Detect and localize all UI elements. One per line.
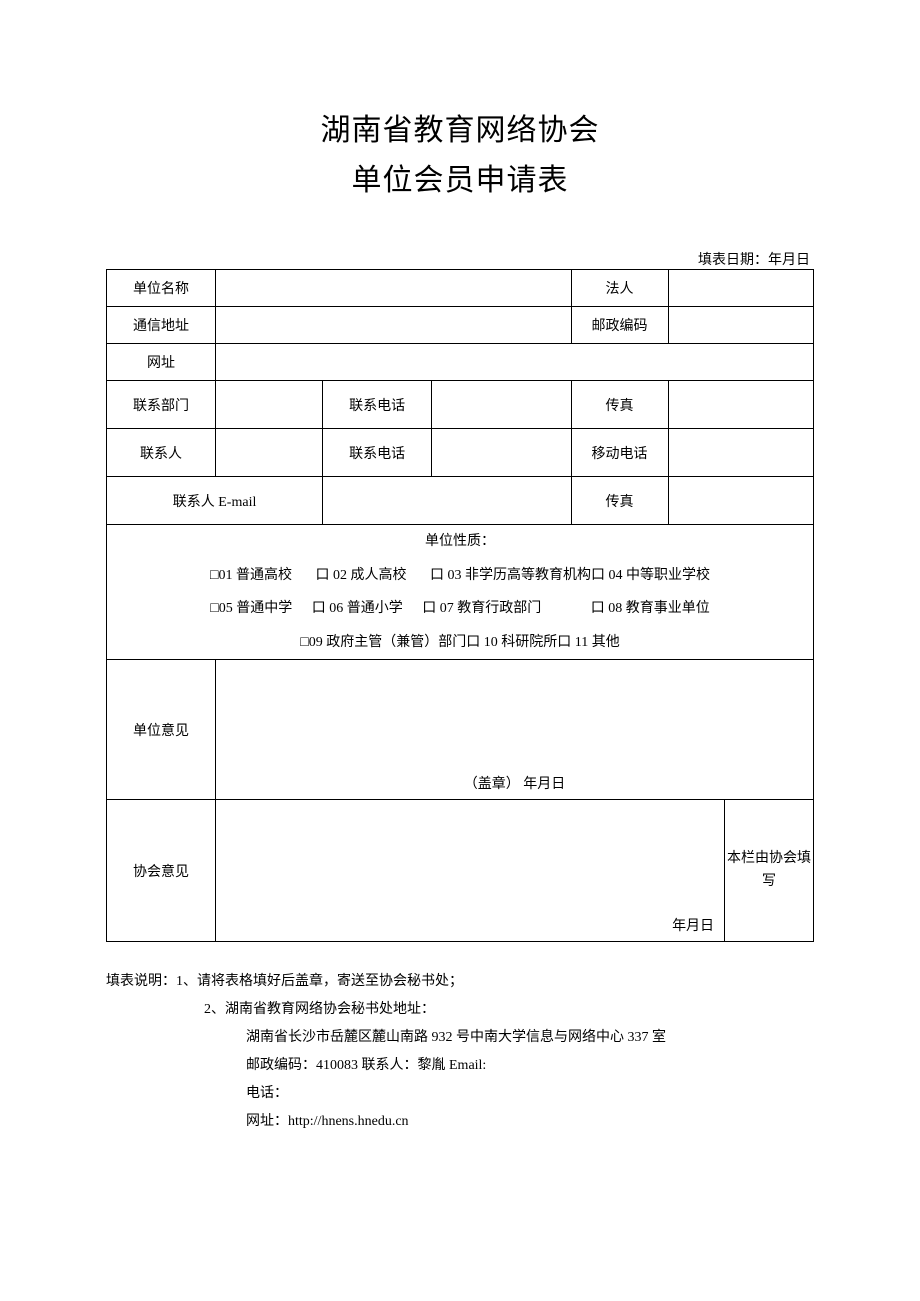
nature-row2: □05 普通中学 口 06 普通小学 口 07 教育行政部门 口 08 教育事业…: [107, 592, 813, 626]
notes-block: 填表说明：1、请将表格填好后盖章，寄送至协会秘书处； 2、湖南省教育网络协会秘书…: [106, 968, 814, 1136]
nature-opt-03-04: 口 03 非学历高等教育机构口 04 中等职业学校: [430, 568, 710, 583]
label-contact-email: 联系人 E-mail: [107, 477, 323, 525]
label-unit-name: 单位名称: [107, 270, 216, 307]
title-line-2: 单位会员申请表: [106, 155, 814, 199]
field-dept-phone: [432, 381, 571, 429]
notes-line-6: 网址：http://hnens.hnedu.cn: [106, 1108, 814, 1136]
unit-opinion-stamp-date: （盖章） 年月日: [216, 773, 813, 793]
nature-row3: □09 政府主管（兼管）部门口 10 科研院所口 11 其他: [107, 626, 813, 660]
field-address: [216, 307, 572, 344]
field-contact-dept: [216, 381, 323, 429]
label-postcode: 邮政编码: [571, 307, 668, 344]
nature-opt-08: 口 08 教育事业单位: [591, 601, 710, 616]
notes-line-3: 湖南省长沙市岳麓区麓山南路 932 号中南大学信息与网络中心 337 室: [106, 1024, 814, 1052]
label-contact-dept: 联系部门: [107, 381, 216, 429]
field-website: [216, 344, 814, 381]
label-assoc-opinion: 协会意见: [107, 800, 216, 942]
label-person-phone: 联系电话: [323, 429, 432, 477]
label-website: 网址: [107, 344, 216, 381]
nature-row1: □01 普通高校 口 02 成人高校 口 03 非学历高等教育机构口 04 中等…: [107, 559, 813, 593]
notes-line-1: 填表说明：1、请将表格填好后盖章，寄送至协会秘书处；: [106, 968, 814, 996]
notes-line-4: 邮政编码：410083 联系人：黎胤 Email:: [106, 1052, 814, 1080]
label-contact-person: 联系人: [107, 429, 216, 477]
field-dept-fax: [668, 381, 813, 429]
nature-opt-07: 口 07 教育行政部门: [422, 601, 541, 616]
field-contact-email: [323, 477, 571, 525]
nature-header: 单位性质：: [107, 525, 813, 559]
label-legal-person: 法人: [571, 270, 668, 307]
field-assoc-opinion: 年月日: [216, 800, 725, 942]
title-line-1: 湖南省教育网络协会: [106, 105, 814, 149]
field-person-phone: [432, 429, 571, 477]
nature-opt-02: 口 02 成人高校: [315, 568, 406, 583]
nature-opt-06: 口 06 普通小学: [312, 601, 403, 616]
nature-opt-09-11: □09 政府主管（兼管）部门口 10 科研院所口 11 其他: [300, 635, 619, 650]
field-email-fax: [668, 477, 813, 525]
field-contact-person: [216, 429, 323, 477]
notes-line-5: 电话：: [106, 1080, 814, 1108]
assoc-opinion-note: 本栏由协会填写: [725, 800, 814, 942]
document-page: 湖南省教育网络协会 单位会员申请表 填表日期：年月日 单位名称 法人 通信地址 …: [0, 0, 920, 1196]
label-dept-fax: 传真: [571, 381, 668, 429]
label-dept-phone: 联系电话: [323, 381, 432, 429]
field-unit-opinion: （盖章） 年月日: [216, 660, 814, 800]
unit-nature-cell: 单位性质： □01 普通高校 口 02 成人高校 口 03 非学历高等教育机构口…: [107, 525, 814, 660]
nature-opt-05: □05 普通中学: [210, 601, 292, 616]
field-legal-person: [668, 270, 813, 307]
field-mobile: [668, 429, 813, 477]
nature-opt-01: □01 普通高校: [210, 568, 292, 583]
assoc-opinion-date: 年月日: [672, 915, 714, 935]
label-email-fax: 传真: [571, 477, 668, 525]
label-unit-opinion: 单位意见: [107, 660, 216, 800]
label-address: 通信地址: [107, 307, 216, 344]
application-form-table: 单位名称 法人 通信地址 邮政编码 网址 联系部门 联系电话 传真 联系人 联系…: [106, 269, 814, 942]
field-postcode: [668, 307, 813, 344]
field-unit-name: [216, 270, 572, 307]
fill-date-label: 填表日期：年月日: [106, 249, 814, 269]
label-mobile: 移动电话: [571, 429, 668, 477]
notes-line-2: 2、湖南省教育网络协会秘书处地址：: [106, 996, 814, 1024]
